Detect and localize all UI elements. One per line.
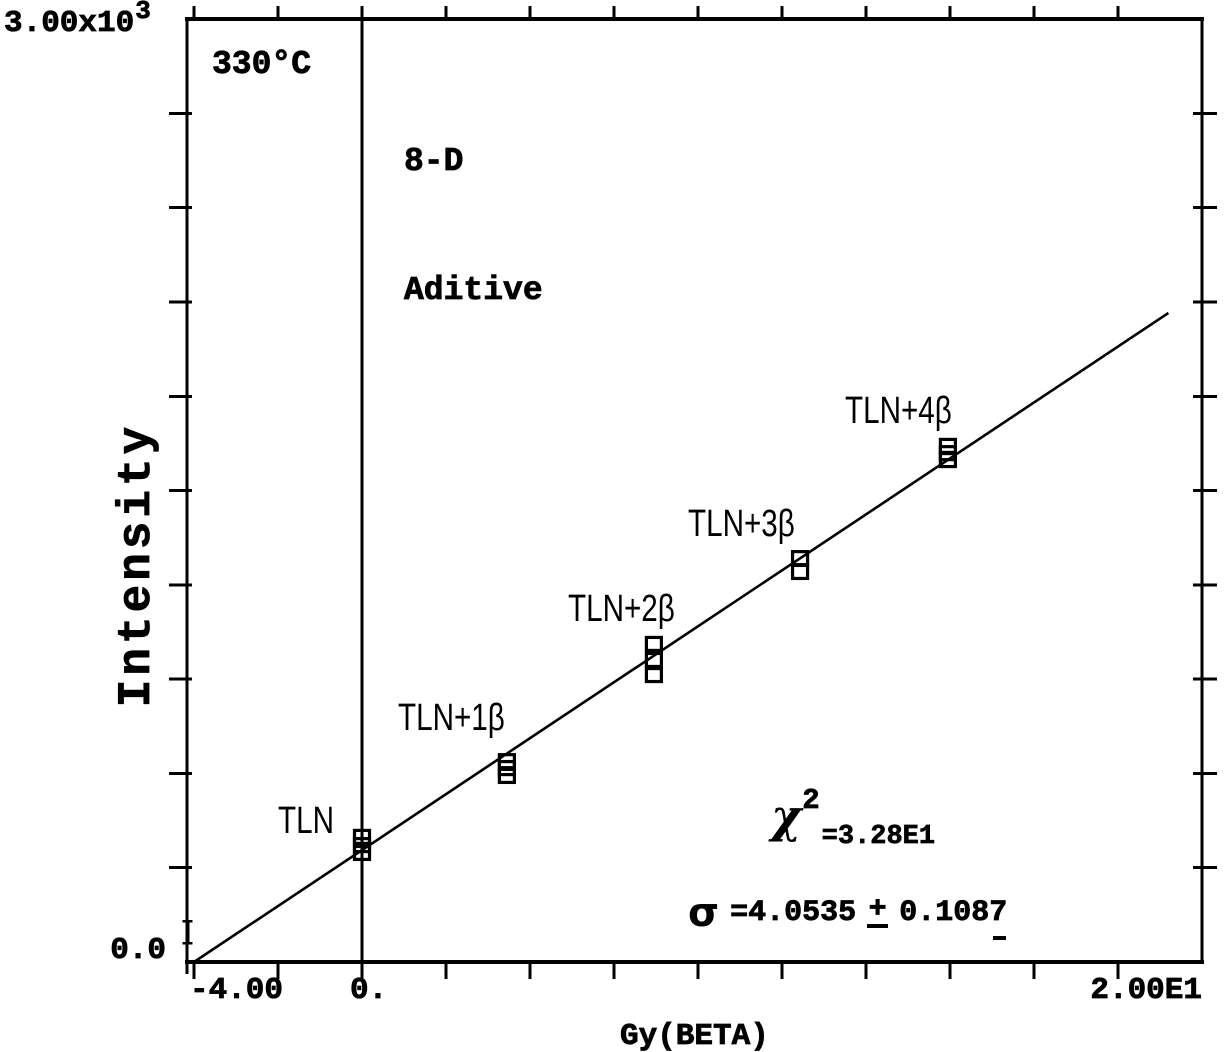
- y-axis-min-label: 0.0: [110, 933, 167, 969]
- chi-exponent: 2: [802, 784, 820, 818]
- plus-minus-bar: [867, 924, 889, 928]
- method-label: Aditive: [404, 272, 543, 310]
- point-group-label-1: TLN+1β: [398, 697, 505, 739]
- sample-annotation: 8-D Aditive: [404, 54, 543, 398]
- point-group-label-0: TLN: [278, 800, 335, 842]
- sigma-value: =4.0535: [730, 896, 857, 931]
- fit-line: [193, 311, 1170, 964]
- y-axis-max-mantissa: 3.00x10: [4, 6, 135, 42]
- point-group-label-4: TLN+4β: [845, 390, 952, 432]
- y-axis-title: Intensity: [111, 422, 164, 708]
- data-point-marker: [497, 753, 516, 770]
- chi-squared-annotation: χ2=3.28E1: [771, 784, 935, 853]
- y-axis-max-exponent: 3: [135, 0, 151, 26]
- data-point-marker: [938, 437, 958, 455]
- data-point-marker: [644, 651, 664, 669]
- x-axis-title: Gy(BETA): [620, 1019, 770, 1052]
- data-point-marker: [644, 635, 664, 653]
- point-group-label-2: TLN+2β: [568, 588, 675, 630]
- temperature-label: 330°C: [212, 46, 312, 84]
- data-point-marker: [644, 666, 664, 684]
- x-tick-label-zero: 0.: [350, 973, 388, 1009]
- data-point-marker: [352, 828, 372, 846]
- data-point-marker: [790, 563, 810, 581]
- x-tick-label-minus-4: -4.00: [190, 973, 284, 1009]
- chi-symbol: χ: [771, 789, 802, 843]
- x-tick-label-20: 2.00E1: [1090, 973, 1202, 1009]
- sigma-symbol: σ: [688, 890, 720, 936]
- y-axis-max-label: 3.00x103: [4, 0, 152, 42]
- point-group-label-3: TLN+3β: [688, 503, 795, 545]
- plus-minus-symbol: +: [867, 893, 889, 928]
- data-point-marker: [790, 550, 810, 567]
- stray-underscore-mark: [993, 936, 1006, 940]
- sample-id-label: 8-D: [404, 143, 464, 181]
- chi-value: =3.28E1: [821, 822, 936, 853]
- sigma-error-value: 0.1087: [899, 896, 1008, 931]
- data-point-marker: [352, 836, 372, 854]
- sigma-annotation: σ =4.0535 + 0.1087: [688, 890, 1008, 936]
